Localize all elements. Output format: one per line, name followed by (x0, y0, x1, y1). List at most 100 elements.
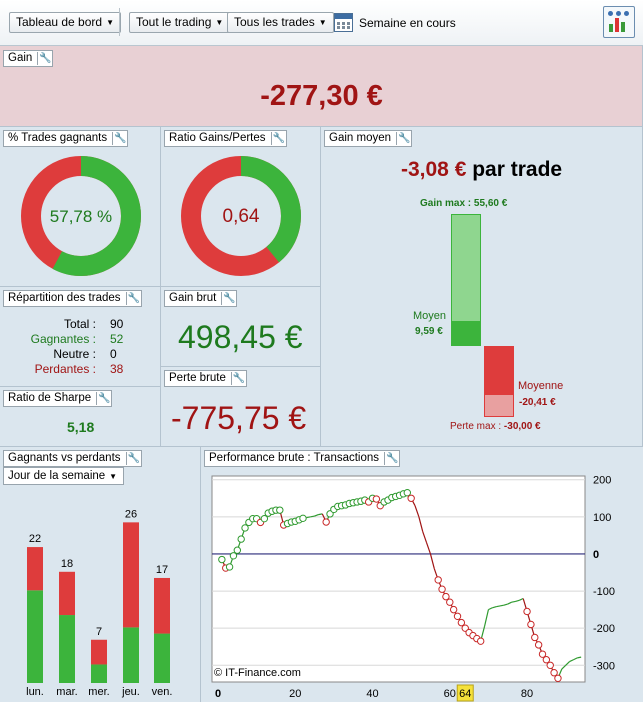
avg-gain-title[interactable]: Gain moyen 🔧 (324, 130, 413, 147)
data-point (453, 612, 462, 621)
performance-title[interactable]: Performance brute : Transactions 🔧 (204, 450, 401, 467)
y-tick-label: -100 (593, 586, 615, 598)
gain-panel-title[interactable]: Gain 🔧 (3, 50, 54, 67)
ratio-donut (181, 156, 301, 276)
wrench-icon[interactable]: 🔧 (125, 452, 140, 465)
chevron-down-icon: ▼ (318, 18, 327, 27)
bar-total-label: 18 (61, 558, 73, 570)
ratio-title[interactable]: Ratio Gains/Pertes 🔧 (164, 130, 287, 147)
line-segment (499, 604, 504, 607)
distribution-winning-value: 52 (110, 332, 124, 346)
trading-label: Tout le trading (136, 15, 212, 29)
gain-max-row: Gain max : 55,60 € (420, 198, 507, 209)
bar-losers-lun. (27, 547, 43, 591)
wrench-icon[interactable]: 🔧 (384, 452, 399, 465)
gain-avg-label: Moyen (413, 310, 447, 322)
wrench-icon[interactable]: 🔧 (396, 132, 411, 145)
line-segment (422, 531, 428, 544)
wrench-icon[interactable]: 🔧 (112, 132, 127, 145)
winners-losers-title[interactable]: Gagnants vs perdants 🔧 (3, 450, 142, 467)
data-point (260, 514, 269, 523)
loss-avg-value: -20,41 € (519, 397, 556, 408)
wrench-icon[interactable]: 🔧 (96, 392, 111, 405)
data-point (542, 656, 551, 664)
x-highlight-label: 64 (459, 688, 471, 700)
dashboard-settings-icon[interactable] (603, 6, 635, 38)
bar-category-label: jeu. (121, 686, 140, 698)
trades-label: Tous les trades (234, 15, 315, 29)
dashboard-label: Tableau de bord (16, 15, 103, 29)
loss-avg-bar (484, 346, 514, 394)
data-point (554, 674, 562, 682)
wrench-icon[interactable]: 🔧 (230, 372, 246, 385)
bar-total-label: 7 (96, 626, 102, 638)
bar-total-label: 17 (156, 564, 168, 576)
data-point (534, 641, 543, 649)
gross-loss-panel: Perte brute 🔧 -775,75 € (161, 367, 321, 447)
bar-winners-mer. (91, 664, 107, 683)
avg-gain-headline: -3,08 € par trade (401, 158, 562, 182)
x-tick-label: 40 (366, 688, 378, 700)
weekday-dropdown[interactable]: Jour de la semaine ▼ (3, 467, 125, 485)
data-point (241, 524, 249, 532)
gross-gain-panel: Gain brut 🔧 498,45 € (161, 287, 321, 367)
bar-category-label: ven. (152, 686, 173, 698)
data-point (523, 607, 531, 616)
wrench-icon[interactable]: 🔧 (37, 52, 52, 65)
trading-dropdown[interactable]: Tout le trading ▼ (129, 12, 231, 33)
gain-max-bar (451, 214, 481, 322)
data-point (527, 620, 535, 629)
performance-label: Performance brute : Transactions (209, 452, 380, 464)
line-segment (515, 599, 520, 603)
y-tick-label: 100 (593, 512, 611, 524)
period-label[interactable]: Semaine en cours (359, 16, 456, 30)
avg-gain-suffix: par trade (472, 158, 563, 181)
bar-losers-jeu. (123, 522, 139, 628)
wrench-icon[interactable]: 🔧 (221, 292, 236, 305)
loss-max-value: -30,00 € (503, 421, 541, 432)
line-segment (306, 516, 311, 519)
gross-gain-title[interactable]: Gain brut 🔧 (164, 290, 238, 307)
data-point (407, 494, 415, 502)
line-segment (488, 607, 493, 611)
bar-category-label: mar. (56, 686, 77, 698)
data-point (446, 598, 454, 606)
sharpe-label: Ratio de Sharpe (8, 392, 92, 404)
gross-loss-title[interactable]: Perte brute 🔧 (164, 370, 247, 387)
data-point (229, 552, 238, 560)
data-point (237, 535, 245, 543)
ratio-panel: Ratio Gains/Pertes 🔧 0,64 (161, 127, 321, 287)
calendar-icon[interactable] (334, 13, 353, 32)
winners-losers-panel: Gagnants vs perdants 🔧 (0, 447, 201, 702)
x-tick-label: 80 (521, 688, 533, 700)
data-point (442, 592, 450, 601)
wrench-icon[interactable]: 🔧 (270, 132, 285, 145)
y-tick-label: 0 (593, 549, 599, 561)
bar-losers-mer. (91, 639, 107, 665)
gross-gain-label: Gain brut (169, 292, 217, 304)
winning-trades-title[interactable]: % Trades gagnants 🔧 (3, 130, 129, 147)
winners-losers-chart: 22 lun. 18 mar. 7 mer. 26 jeu. 17 ven. (26, 508, 173, 698)
line-segment (573, 657, 578, 661)
x-tick-label: 20 (289, 688, 301, 700)
avg-gain-panel: Gain moyen 🔧 -3,08 € par trade Gain max :… (321, 127, 643, 447)
distribution-winning-label: Gagnantes : (30, 332, 96, 346)
winning-trades-panel: % Trades gagnants 🔧 57,78 % (0, 127, 161, 287)
plot-area (211, 475, 586, 683)
chevron-down-icon: ▼ (109, 472, 118, 481)
dashboard-dropdown[interactable]: Tableau de bord ▼ (9, 12, 121, 33)
gain-value: -277,30 € (260, 80, 383, 112)
loss-max-label: Perte max : (450, 421, 502, 432)
data-point (531, 633, 539, 642)
line-segment (503, 603, 508, 606)
trades-dropdown[interactable]: Tous les trades ▼ (227, 12, 334, 33)
data-point (449, 605, 458, 614)
distribution-title[interactable]: Répartition des trades 🔧 (3, 290, 142, 307)
sharpe-title[interactable]: Ratio de Sharpe 🔧 (3, 390, 113, 407)
winners-losers-label: Gagnants vs perdants (8, 452, 121, 464)
data-point (546, 661, 554, 669)
loss-avg-label: Moyenne (518, 380, 564, 392)
wrench-icon[interactable]: 🔧 (125, 292, 140, 305)
distribution-losing-value: 38 (110, 362, 124, 376)
data-point (538, 650, 547, 658)
